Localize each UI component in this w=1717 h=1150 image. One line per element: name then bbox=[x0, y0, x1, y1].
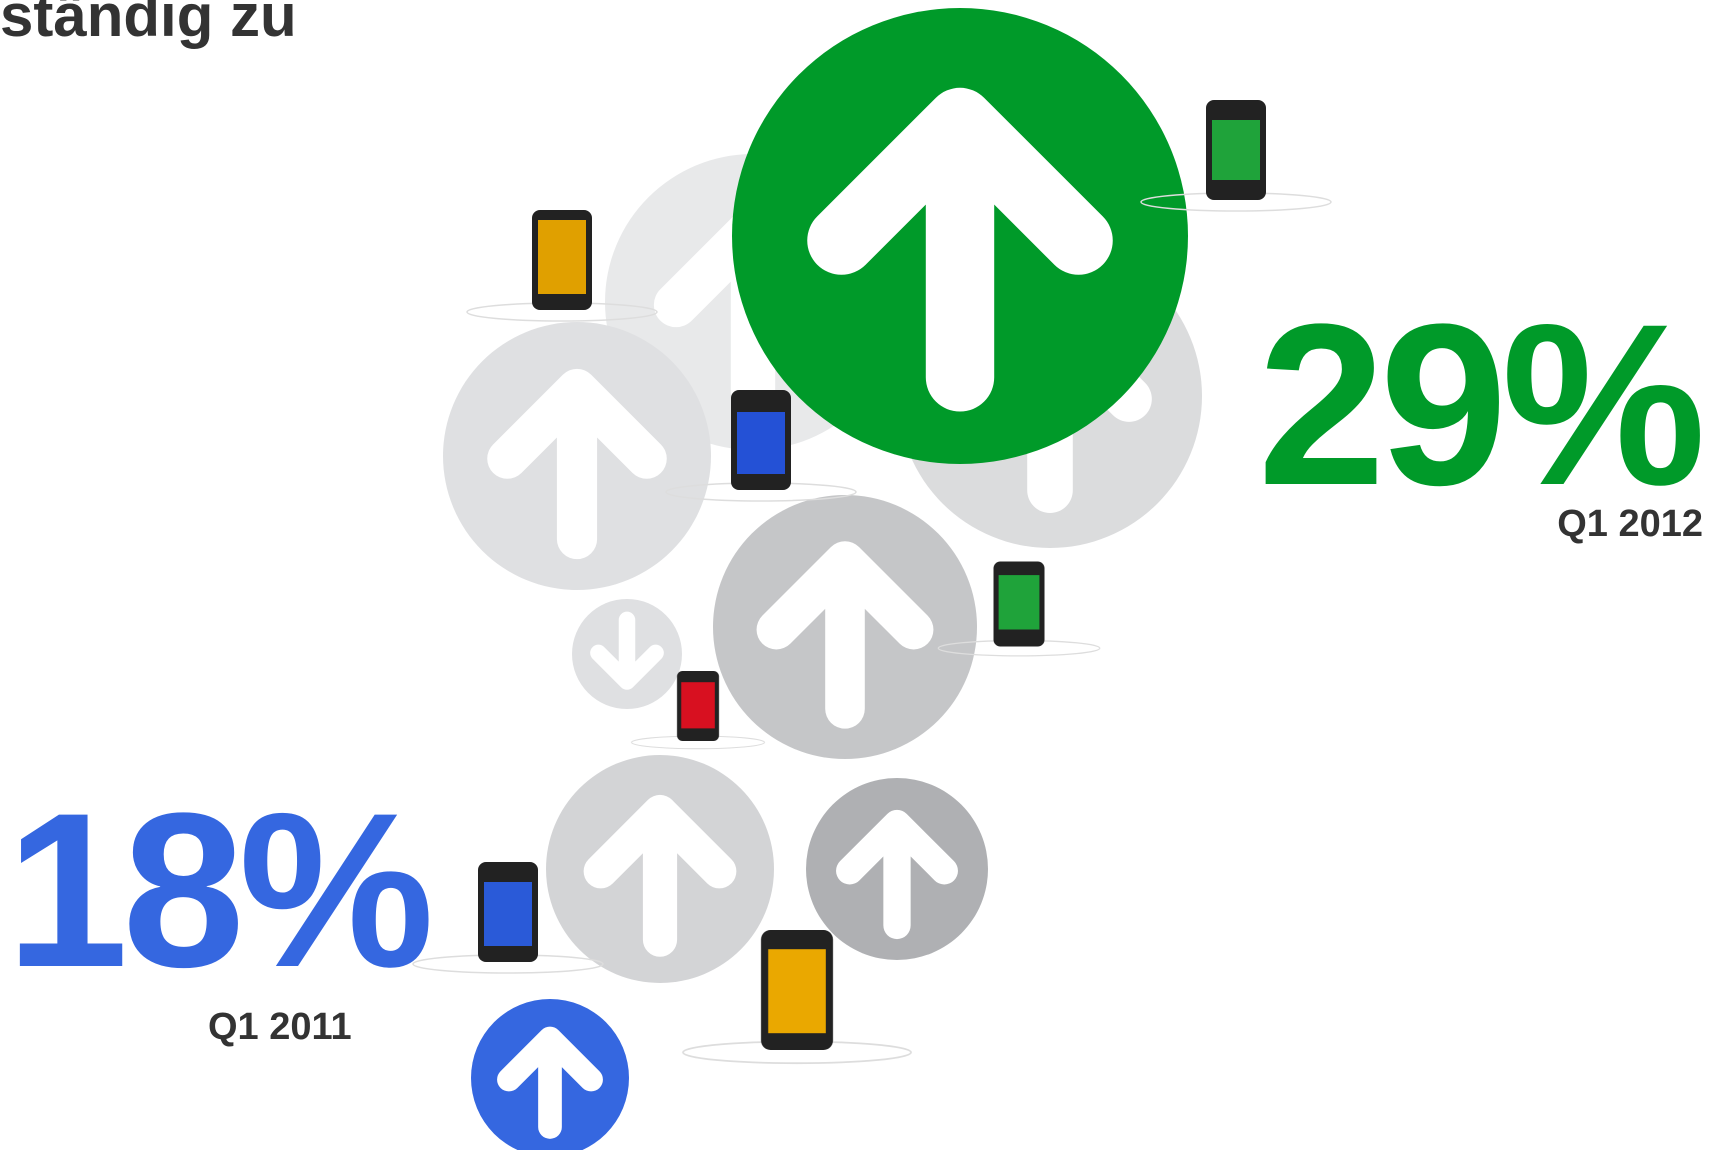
stat-value: 18% bbox=[6, 780, 428, 1000]
blue-arrow bbox=[471, 999, 629, 1150]
green-arrow bbox=[732, 8, 1188, 464]
title: ständig zu bbox=[0, 0, 297, 46]
stat-label: Q1 2011 bbox=[208, 1008, 352, 1046]
stat-value: 29% bbox=[1258, 290, 1700, 520]
stat-label: Q1 2012 bbox=[1557, 505, 1703, 543]
slide: ständig zu 29% Q1 2012 18% Q1 2011 bbox=[0, 0, 1717, 1150]
